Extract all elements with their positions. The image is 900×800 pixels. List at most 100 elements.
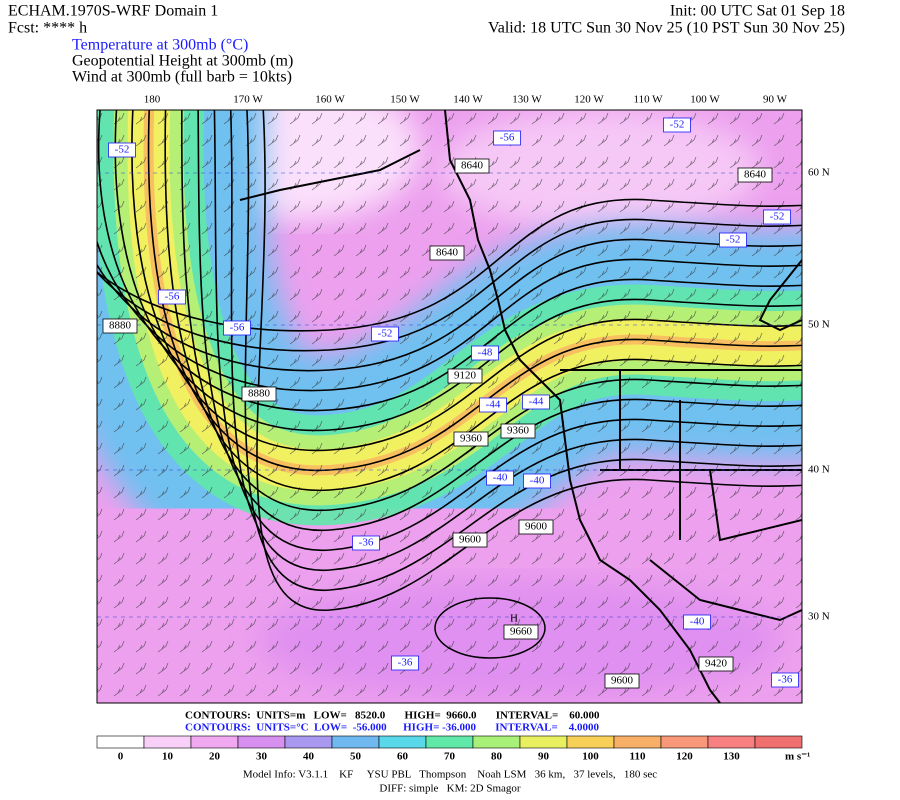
colorbar-label: 120 (676, 751, 693, 763)
label-box (518, 519, 554, 535)
temperature-label: -44 (529, 396, 544, 408)
field-label: Temperature at 300mb (°C) (72, 37, 248, 54)
label-box (102, 318, 138, 334)
contour-info: CONTOURS: UNITS=m LOW= 8520.0 HIGH= 9660… (185, 710, 600, 722)
colorbar-swatch (425, 735, 474, 749)
latitude-label: 30 N (808, 611, 830, 623)
colorbar-label: 30 (256, 751, 268, 763)
temperature-label: -36 (778, 674, 793, 686)
height-contour (197, 110, 802, 531)
colorbar-label: 80 (491, 751, 503, 763)
temperature-label: -52 (770, 211, 785, 223)
height-contour (213, 110, 802, 551)
colorbar-label: 130 (723, 751, 740, 763)
contour-info: CONTOURS: UNITS=°C LOW= -56.000 HIGH= -3… (185, 722, 600, 734)
label-box (503, 624, 539, 640)
colorbar-label: 90 (538, 751, 550, 763)
map-frame (96, 109, 803, 704)
valid-time: Valid: 18 UTC Sun 30 Nov 25 (10 PST Sun … (488, 20, 845, 37)
label-box (391, 655, 419, 671)
colorbar-label: 40 (303, 751, 315, 763)
height-contour (97, 198, 802, 332)
label-box (453, 431, 489, 447)
label-box (771, 672, 799, 688)
height-label: 8640 (744, 169, 767, 181)
colorbar-swatch (472, 735, 521, 749)
colorbar-label: 0 (118, 751, 124, 763)
colorbar-label: 70 (444, 751, 456, 763)
field-label: Wind at 300mb (full barb = 10kts) (72, 69, 292, 86)
label-box (452, 532, 488, 548)
temperature-label: -48 (478, 347, 493, 359)
latitude-label: 40 N (808, 464, 830, 476)
label-box (223, 320, 251, 336)
height-contour (229, 110, 802, 571)
longitude-label: 100 W (690, 94, 720, 106)
colorbar-swatch (96, 735, 145, 749)
label-box (352, 535, 380, 551)
height-contour (244, 110, 802, 591)
colorbar-label: 60 (397, 751, 409, 763)
label-box (683, 614, 711, 630)
colorbar-label: 10 (162, 751, 174, 763)
height-label: 9360 (460, 433, 483, 445)
label-box (719, 232, 747, 248)
label-box (523, 473, 551, 489)
temperature-label: -44 (486, 399, 501, 411)
colorbar-swatch (190, 735, 239, 749)
colorbar-swatch (613, 735, 662, 749)
label-box (108, 142, 136, 158)
footer: DIFF: simple KM: 2D Smagor (379, 783, 521, 795)
height-contour (97, 218, 802, 352)
label-box (158, 289, 186, 305)
colorbar-label: 20 (209, 751, 221, 763)
temperature-label: -52 (115, 144, 130, 156)
label-box (447, 368, 483, 384)
colorbar-swatch (143, 735, 192, 749)
temperature-label: -36 (359, 537, 374, 549)
label-box (604, 673, 640, 689)
longitude-label: 180 (144, 94, 161, 106)
temperature-label: -56 (230, 322, 245, 334)
colorbar-swatch (519, 735, 568, 749)
label-box (486, 470, 514, 486)
temperature-label: -40 (690, 616, 705, 628)
label-box (737, 167, 773, 183)
title: ECHAM.1970S-WRF Domain 1 (8, 3, 218, 20)
height-contour (97, 238, 802, 372)
height-contour (97, 110, 802, 412)
colorbar-unit: m s⁻¹ (785, 751, 810, 763)
height-label: 9600 (611, 675, 634, 687)
label-box (763, 209, 791, 225)
label-box (454, 158, 490, 174)
colorbar-swatch (566, 735, 615, 749)
height-contour (97, 239, 802, 392)
longitude-label: 130 W (512, 94, 542, 106)
longitude-label: 160 W (315, 94, 345, 106)
label-box (471, 345, 499, 361)
height-label: 8880 (109, 320, 132, 332)
colorbar-swatch (284, 735, 333, 749)
colorbar-label: 100 (582, 751, 599, 763)
temperature-label: -36 (398, 657, 413, 669)
map: -52 -56 -52 8640 8640 -52 -52 8640 -56 8880 -56 -52… (97, 110, 802, 703)
height-label: 9600 (459, 534, 482, 546)
temperature-label: -56 (165, 291, 180, 303)
latitude-label: 50 N (808, 319, 830, 331)
colorbar-swatch (237, 735, 286, 749)
longitude-label: 90 W (763, 94, 788, 106)
height-contour (147, 110, 802, 472)
height-label: H (510, 613, 518, 625)
temperature-label: -52 (670, 119, 685, 131)
height-contour (114, 110, 802, 432)
height-label: 8640 (436, 247, 459, 259)
colorbar-label: 110 (630, 751, 646, 763)
label-box (429, 245, 465, 261)
label-box (663, 117, 691, 133)
temperature-label: -40 (493, 472, 508, 484)
longitude-label: 170 W (233, 94, 263, 106)
init-time: Init: 00 UTC Sat 01 Sep 18 (670, 3, 845, 20)
height-contour (180, 110, 802, 511)
label-box (371, 326, 399, 342)
colorbar-swatch (660, 735, 709, 749)
